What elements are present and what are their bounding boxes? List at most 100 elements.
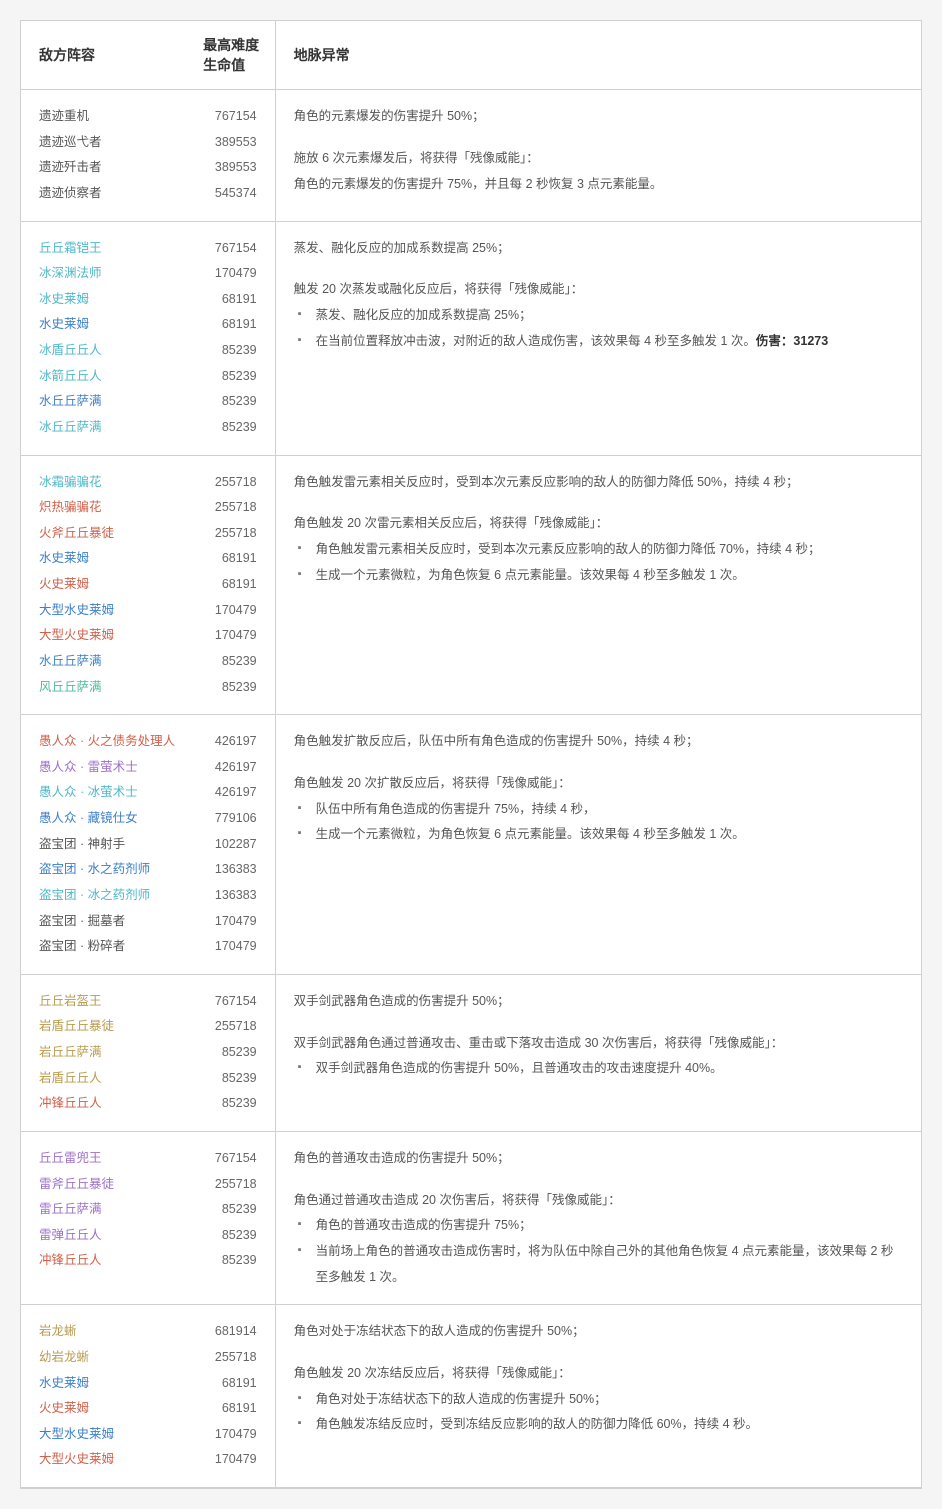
enemy-hp: 255718 — [203, 495, 257, 521]
enemy-hp: 255718 — [203, 1345, 257, 1371]
desc-line: 角色的普通攻击造成的伤害提升 50%； — [294, 1146, 903, 1172]
enemy-hp: 68191 — [203, 1396, 257, 1422]
desc-line: 角色触发 20 次冻结反应后，将获得「残像威能」： — [294, 1361, 903, 1387]
desc-line: 蒸发、融化反应的加成系数提高 25%； — [294, 236, 903, 262]
enemy-hp: 170479 — [203, 934, 257, 960]
desc-bullet: 双手剑武器角色造成的伤害提升 50%，且普通攻击的攻击速度提升 40%。 — [294, 1056, 903, 1082]
desc-bullet-list: 蒸发、融化反应的加成系数提高 25%；在当前位置释放冲击波，对附近的敌人造成伤害… — [294, 303, 903, 354]
enemy-hp: 426197 — [203, 729, 257, 755]
desc-cell: 角色触发雷元素相关反应时，受到本次元素反应影响的敌人的防御力降低 50%，持续 … — [275, 455, 921, 715]
enemy-name: 大型水史莱姆 — [39, 1422, 175, 1448]
desc-bullet-list: 队伍中所有角色造成的伤害提升 75%，持续 4 秒，生成一个元素微粒，为角色恢复… — [294, 797, 903, 848]
desc-bullet: 队伍中所有角色造成的伤害提升 75%，持续 4 秒， — [294, 797, 903, 823]
desc-line: 施放 6 次元素爆发后，将获得「残像威能」： — [294, 146, 903, 172]
enemy-hp: 85239 — [203, 1066, 257, 1092]
desc-line: 角色对处于冻结状态下的敌人造成的伤害提升 50%； — [294, 1319, 903, 1345]
enemy-name: 丘丘雷兜王 — [39, 1146, 175, 1172]
enemy-hp: 68191 — [203, 546, 257, 572]
enemy-hp: 255718 — [203, 1172, 257, 1198]
enemy-name: 大型火史莱姆 — [39, 623, 175, 649]
enemy-name: 水丘丘萨满 — [39, 649, 175, 675]
desc-bullet-list: 角色触发雷元素相关反应时，受到本次元素反应影响的敌人的防御力降低 70%，持续 … — [294, 537, 903, 588]
desc-line: 角色的元素爆发的伤害提升 75%，并且每 2 秒恢复 3 点元素能量。 — [294, 172, 903, 198]
enemy-hp: 85239 — [203, 649, 257, 675]
header-enemy: 敌方阵容 — [21, 21, 185, 90]
enemy-hp: 85239 — [203, 675, 257, 701]
enemy-name: 冰霜骗骗花 — [39, 470, 175, 496]
enemy-hp: 545374 — [203, 181, 257, 207]
enemy-hp: 85239 — [203, 338, 257, 364]
hp-cell: 7671541704796819168191852398523985239852… — [185, 221, 275, 455]
table-group-row: 遗迹重机遗迹巡弋者遗迹歼击者遗迹侦察者767154389553389553545… — [21, 90, 921, 222]
desc-blank — [294, 1172, 903, 1188]
desc-cell: 角色对处于冻结状态下的敌人造成的伤害提升 50%； 角色触发 20 次冻结反应后，… — [275, 1305, 921, 1488]
enemy-name: 雷斧丘丘暴徒 — [39, 1172, 175, 1198]
table-group-row: 丘丘岩盔王岩盾丘丘暴徒岩丘丘萨满岩盾丘丘人冲锋丘丘人76715425571885… — [21, 974, 921, 1131]
desc-blank — [294, 1345, 903, 1361]
enemy-name: 冰史莱姆 — [39, 287, 175, 313]
enemy-hp: 85239 — [203, 415, 257, 441]
document-page: 敌方阵容 最高难度生命值 地脉异常 遗迹重机遗迹巡弋者遗迹歼击者遗迹侦察者767… — [20, 20, 922, 1489]
enemy-name: 岩盾丘丘暴徒 — [39, 1014, 175, 1040]
enemy-name: 盗宝团 · 冰之药剂师 — [39, 883, 175, 909]
hp-cell: 6819142557186819168191170479170479 — [185, 1305, 275, 1488]
enemy-name: 盗宝团 · 粉碎者 — [39, 934, 175, 960]
enemy-hp: 170479 — [203, 909, 257, 935]
desc-cell: 角色的元素爆发的伤害提升 50%；施放 6 次元素爆发后，将获得「残像威能」：角… — [275, 90, 921, 222]
enemy-hp: 681914 — [203, 1319, 257, 1345]
enemy-hp: 426197 — [203, 755, 257, 781]
desc-blank — [294, 495, 903, 511]
enemy-name: 火斧丘丘暴徒 — [39, 521, 175, 547]
enemy-hp: 85239 — [203, 1223, 257, 1249]
enemy-name: 炽热骗骗花 — [39, 495, 175, 521]
enemy-cell: 冰霜骗骗花炽热骗骗花火斧丘丘暴徒水史莱姆火史莱姆大型水史莱姆大型火史莱姆水丘丘萨… — [21, 455, 185, 715]
enemy-name: 冰丘丘萨满 — [39, 415, 175, 441]
desc-bullet-list: 角色对处于冻结状态下的敌人造成的伤害提升 50%；角色触发冻结反应时，受到冻结反… — [294, 1387, 903, 1438]
enemy-name: 盗宝团 · 神射手 — [39, 832, 175, 858]
desc-bullet-list: 双手剑武器角色造成的伤害提升 50%，且普通攻击的攻击速度提升 40%。 — [294, 1056, 903, 1082]
desc-bullet: 当前场上角色的普通攻击造成伤害时，将为队伍中除自己外的其他角色恢复 4 点元素能… — [294, 1239, 903, 1290]
enemy-name: 遗迹歼击者 — [39, 155, 175, 181]
enemy-hp: 85239 — [203, 1091, 257, 1117]
header-hp: 最高难度生命值 — [185, 21, 275, 90]
enemy-name: 丘丘霜铠王 — [39, 236, 175, 262]
desc-line: 角色触发雷元素相关反应时，受到本次元素反应影响的敌人的防御力降低 50%，持续 … — [294, 470, 903, 496]
desc-cell: 双手剑武器角色造成的伤害提升 50%；双手剑武器角色通过普通攻击、重击或下落攻击… — [275, 974, 921, 1131]
enemy-name: 大型水史莱姆 — [39, 598, 175, 624]
enemy-hp: 255718 — [203, 1014, 257, 1040]
desc-line: 角色触发 20 次扩散反应后，将获得「残像威能」： — [294, 771, 903, 797]
desc-blank — [294, 1014, 903, 1030]
desc-bullet: 生成一个元素微粒，为角色恢复 6 点元素能量。该效果每 4 秒至多触发 1 次。 — [294, 822, 903, 848]
desc-cell: 角色的普通攻击造成的伤害提升 50%； 角色通过普通攻击造成 20 次伤害后，将获… — [275, 1131, 921, 1304]
enemy-hp: 170479 — [203, 1422, 257, 1448]
enemy-hp: 102287 — [203, 832, 257, 858]
enemy-hp: 136383 — [203, 857, 257, 883]
enemy-name: 愚人众 · 雷萤术士 — [39, 755, 175, 781]
hp-cell: 4261974261974261977791061022871363831363… — [185, 715, 275, 975]
desc-bullet-list: 角色的普通攻击造成的伤害提升 75%；当前场上角色的普通攻击造成伤害时，将为队伍… — [294, 1213, 903, 1290]
enemy-hp: 68191 — [203, 572, 257, 598]
enemy-name: 遗迹重机 — [39, 104, 175, 130]
desc-line: 角色触发 20 次雷元素相关反应后，将获得「残像威能」： — [294, 511, 903, 537]
table-group-row: 丘丘霜铠王冰深渊法师冰史莱姆水史莱姆冰盾丘丘人冰箭丘丘人水丘丘萨满冰丘丘萨满76… — [21, 221, 921, 455]
enemy-name: 雷弹丘丘人 — [39, 1223, 175, 1249]
desc-bullet: 角色触发雷元素相关反应时，受到本次元素反应影响的敌人的防御力降低 70%，持续 … — [294, 537, 903, 563]
main-table: 敌方阵容 最高难度生命值 地脉异常 遗迹重机遗迹巡弋者遗迹歼击者遗迹侦察者767… — [21, 21, 921, 1488]
enemy-hp: 426197 — [203, 780, 257, 806]
desc-line: 角色触发扩散反应后，队伍中所有角色造成的伤害提升 50%，持续 4 秒； — [294, 729, 903, 755]
enemy-hp: 767154 — [203, 1146, 257, 1172]
enemy-name: 冰深渊法师 — [39, 261, 175, 287]
enemy-hp: 68191 — [203, 312, 257, 338]
hp-cell: 767154255718852398523985239 — [185, 974, 275, 1131]
enemy-hp: 170479 — [203, 261, 257, 287]
desc-blank — [294, 261, 903, 277]
enemy-name: 风丘丘萨满 — [39, 675, 175, 701]
enemy-hp: 255718 — [203, 521, 257, 547]
desc-line: 角色通过普通攻击造成 20 次伤害后，将获得「残像威能」： — [294, 1188, 903, 1214]
desc-bullet: 角色的普通攻击造成的伤害提升 75%； — [294, 1213, 903, 1239]
hp-cell: 2557182557182557186819168191170479170479… — [185, 455, 275, 715]
table-group-row: 冰霜骗骗花炽热骗骗花火斧丘丘暴徒水史莱姆火史莱姆大型水史莱姆大型火史莱姆水丘丘萨… — [21, 455, 921, 715]
enemy-hp: 68191 — [203, 1371, 257, 1397]
enemy-name: 愚人众 · 火之债务处理人 — [39, 729, 175, 755]
enemy-name: 幼岩龙蜥 — [39, 1345, 175, 1371]
